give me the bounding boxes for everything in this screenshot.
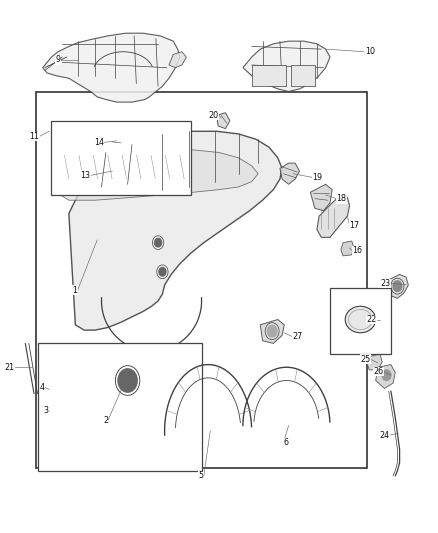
Text: 16: 16 bbox=[352, 246, 362, 255]
Text: 25: 25 bbox=[360, 355, 371, 364]
Bar bbox=[330, 288, 391, 354]
Text: 19: 19 bbox=[313, 173, 323, 182]
Text: 4: 4 bbox=[40, 383, 45, 392]
Polygon shape bbox=[260, 319, 284, 343]
Circle shape bbox=[159, 268, 166, 276]
Polygon shape bbox=[58, 345, 195, 413]
Polygon shape bbox=[311, 184, 332, 211]
Polygon shape bbox=[387, 274, 408, 298]
Text: 26: 26 bbox=[373, 367, 384, 376]
Text: 11: 11 bbox=[29, 132, 39, 141]
Text: 10: 10 bbox=[365, 47, 375, 56]
Bar bbox=[36, 92, 367, 468]
Polygon shape bbox=[317, 195, 350, 237]
Polygon shape bbox=[41, 402, 60, 418]
Polygon shape bbox=[280, 163, 300, 184]
Polygon shape bbox=[43, 33, 180, 102]
Text: 5: 5 bbox=[199, 471, 204, 480]
Bar bbox=[51, 120, 191, 195]
Polygon shape bbox=[41, 381, 58, 397]
Bar bbox=[291, 65, 315, 86]
Text: 23: 23 bbox=[381, 279, 391, 288]
Text: 20: 20 bbox=[209, 111, 219, 120]
Text: 18: 18 bbox=[336, 194, 346, 203]
Polygon shape bbox=[367, 354, 382, 370]
Ellipse shape bbox=[345, 306, 376, 333]
Text: 6: 6 bbox=[283, 438, 288, 447]
Text: 14: 14 bbox=[94, 138, 104, 147]
Circle shape bbox=[155, 238, 162, 247]
Polygon shape bbox=[217, 113, 230, 128]
Text: 27: 27 bbox=[292, 332, 302, 341]
Polygon shape bbox=[243, 41, 330, 92]
Text: 9: 9 bbox=[55, 55, 60, 64]
Polygon shape bbox=[341, 241, 354, 256]
Text: 3: 3 bbox=[43, 406, 48, 415]
Text: 13: 13 bbox=[81, 171, 91, 180]
Bar bbox=[252, 65, 286, 86]
Polygon shape bbox=[108, 138, 127, 148]
Circle shape bbox=[118, 369, 137, 392]
Polygon shape bbox=[69, 131, 282, 330]
Text: 17: 17 bbox=[350, 221, 360, 230]
Polygon shape bbox=[56, 150, 186, 186]
Polygon shape bbox=[51, 150, 258, 200]
Circle shape bbox=[393, 281, 402, 292]
Text: 24: 24 bbox=[379, 431, 390, 440]
Text: 1: 1 bbox=[73, 286, 78, 295]
Text: 22: 22 bbox=[366, 315, 377, 324]
Polygon shape bbox=[376, 365, 395, 389]
Circle shape bbox=[382, 370, 391, 381]
Text: 2: 2 bbox=[103, 416, 108, 425]
Polygon shape bbox=[169, 52, 186, 68]
Bar bbox=[39, 343, 201, 471]
Text: 21: 21 bbox=[4, 363, 14, 372]
Circle shape bbox=[267, 325, 277, 337]
